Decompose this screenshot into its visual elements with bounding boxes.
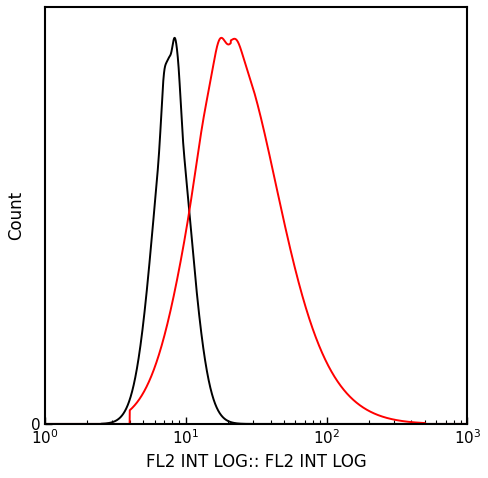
X-axis label: FL2 INT LOG:: FL2 INT LOG: FL2 INT LOG:: FL2 INT LOG [146,453,366,471]
Y-axis label: Count: Count [7,191,25,240]
